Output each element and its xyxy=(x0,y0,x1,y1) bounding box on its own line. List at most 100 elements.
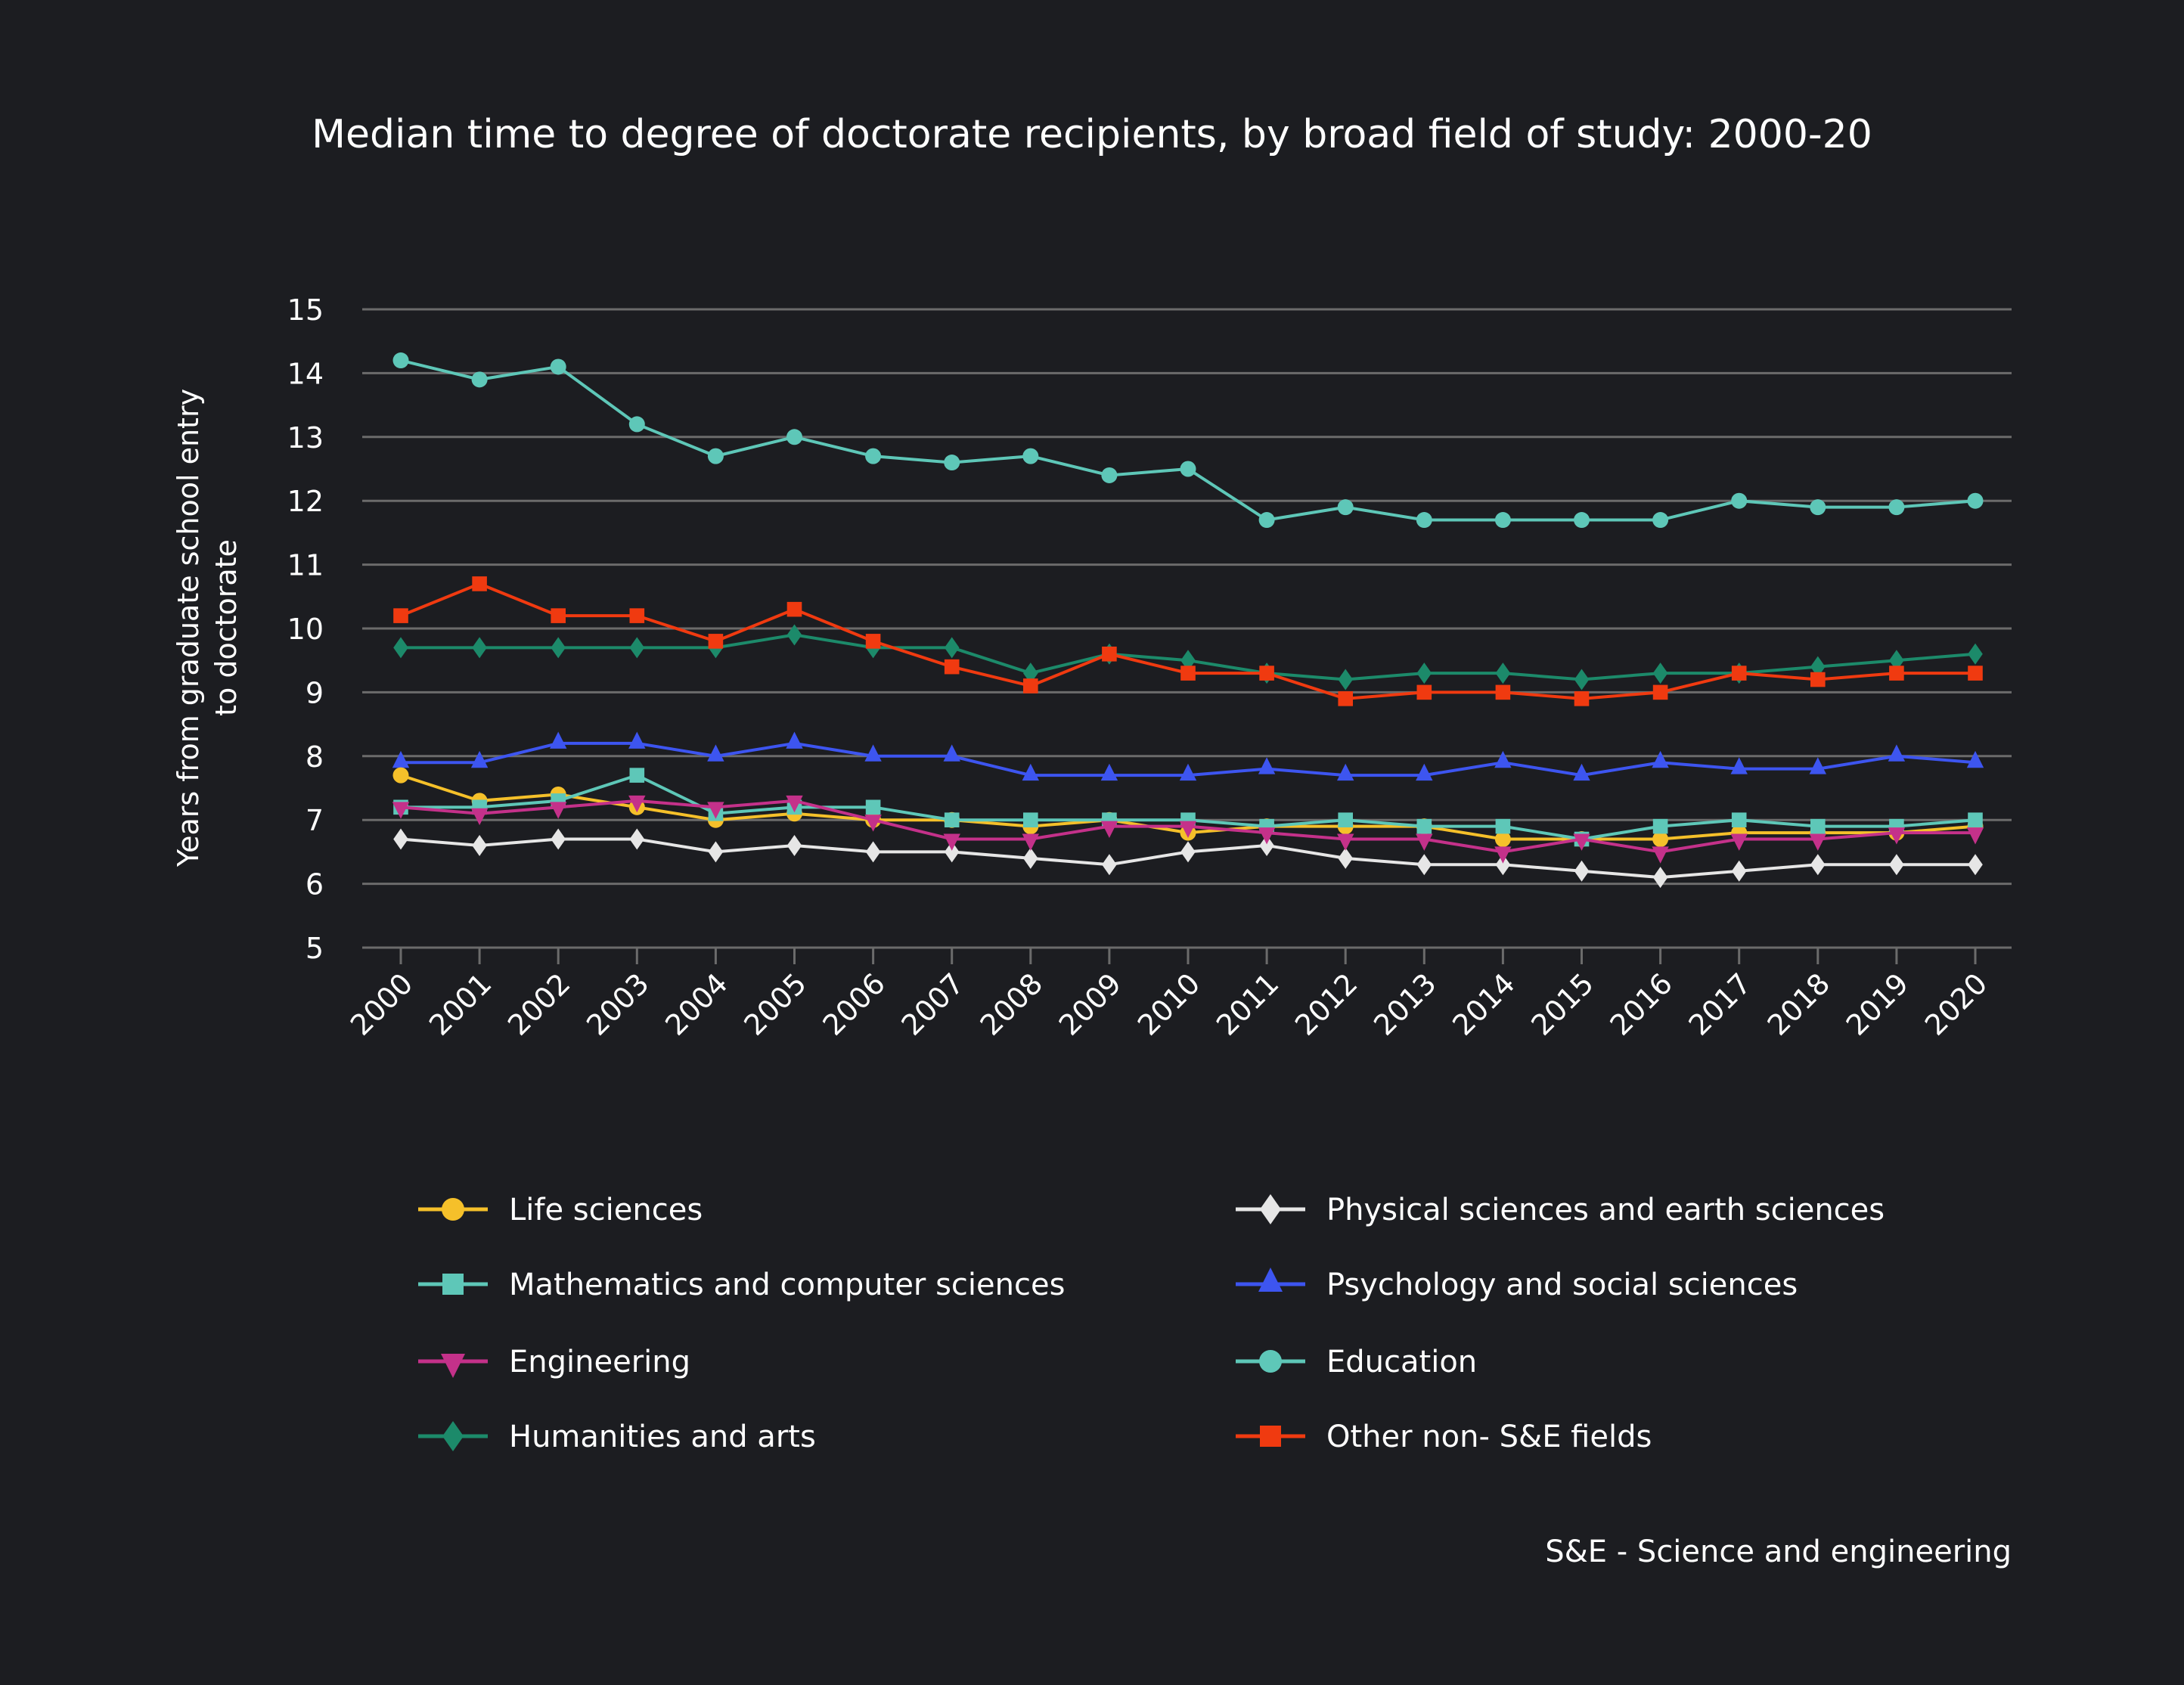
x-tick-label: 2006 xyxy=(816,967,892,1042)
data-point xyxy=(472,637,487,659)
data-point xyxy=(629,828,645,850)
legend-marker-icon xyxy=(1259,1350,1282,1373)
y-tick-label: 5 xyxy=(306,932,324,965)
data-point xyxy=(944,841,960,863)
data-point xyxy=(865,634,881,649)
x-tick-label: 2001 xyxy=(423,967,498,1042)
legend-marker-icon xyxy=(441,1354,465,1378)
data-point xyxy=(1338,847,1353,869)
data-point xyxy=(1100,763,1118,781)
data-point xyxy=(1652,818,1668,834)
x-tick-label: 2004 xyxy=(659,967,734,1042)
series-lines xyxy=(392,352,1984,889)
data-point xyxy=(943,744,960,762)
y-tick-label: 12 xyxy=(287,485,324,518)
data-point xyxy=(1574,669,1590,690)
data-point xyxy=(629,768,645,783)
data-point xyxy=(1416,684,1432,700)
data-point xyxy=(1022,833,1039,851)
data-point xyxy=(1652,831,1669,848)
data-point xyxy=(1573,763,1590,781)
data-point xyxy=(1810,854,1826,876)
data-point xyxy=(944,637,960,659)
data-point xyxy=(865,799,881,815)
data-point xyxy=(1023,678,1038,694)
data-point xyxy=(864,744,882,762)
data-point xyxy=(472,576,487,591)
data-point xyxy=(1731,666,1747,681)
y-tick-label: 10 xyxy=(287,613,324,646)
series-other-non-s-e-fields xyxy=(393,576,1983,706)
data-point xyxy=(550,802,567,819)
data-point xyxy=(1652,663,1668,684)
x-tick-label: 2011 xyxy=(1210,967,1286,1042)
data-point xyxy=(1495,818,1511,834)
data-point xyxy=(1652,867,1668,889)
y-tick-label: 11 xyxy=(287,549,324,582)
data-point xyxy=(1494,846,1512,864)
y-tick-label: 6 xyxy=(306,868,324,901)
data-point xyxy=(1179,763,1197,781)
legend-item: Education xyxy=(1236,1345,1477,1379)
data-point xyxy=(1180,461,1196,477)
data-point xyxy=(864,815,882,832)
data-point xyxy=(1652,846,1669,864)
data-point xyxy=(786,601,802,617)
legend-item: Mathematics and computer sciences xyxy=(418,1268,1065,1302)
y-tick-labels: 5 6 7 8 9 10 11 12 13 14 15 xyxy=(287,293,324,965)
x-tick-label: 2002 xyxy=(501,967,577,1042)
x-tick-label: 2000 xyxy=(344,967,420,1042)
data-point xyxy=(1810,499,1826,516)
data-point xyxy=(392,750,410,768)
data-point xyxy=(1494,750,1512,768)
data-point xyxy=(786,624,802,646)
series-psychology-and-social-sciences xyxy=(392,731,1984,781)
legend-label: Life sciences xyxy=(509,1193,703,1227)
data-point xyxy=(1337,499,1354,516)
data-point xyxy=(1258,757,1276,774)
legend-marker-icon xyxy=(442,1274,464,1295)
data-point xyxy=(1573,833,1590,851)
data-point xyxy=(1495,684,1511,700)
x-tick-label: 2007 xyxy=(895,967,971,1042)
data-point xyxy=(1023,847,1038,869)
data-point xyxy=(1100,821,1118,839)
data-point xyxy=(1338,812,1353,827)
data-point xyxy=(1967,492,1984,509)
data-point xyxy=(1337,763,1354,781)
legend-marker-icon xyxy=(1260,1426,1281,1447)
legend-label: Mathematics and computer sciences xyxy=(509,1268,1065,1302)
data-point xyxy=(1809,757,1826,774)
x-tick-label: 2008 xyxy=(974,967,1050,1042)
x-tick-label: 2015 xyxy=(1525,967,1600,1042)
data-point xyxy=(470,808,489,826)
data-point xyxy=(1416,854,1432,876)
data-point xyxy=(1180,841,1196,863)
data-point xyxy=(628,416,645,433)
legend-item: Other non- S&E fields xyxy=(1236,1420,1652,1454)
data-point xyxy=(393,608,408,623)
x-tick-label: 2018 xyxy=(1761,967,1837,1042)
data-point xyxy=(865,841,881,863)
legend: Life sciences Mathematics and computer sc… xyxy=(418,1193,1885,1454)
data-point xyxy=(943,833,960,851)
legend-item: Psychology and social sciences xyxy=(1236,1268,1798,1302)
data-point xyxy=(1023,812,1038,827)
data-point xyxy=(1180,650,1196,672)
y-axis-label-line-1: Years from graduate school entry xyxy=(172,389,205,867)
series-physical-sciences-and-earth-sciences xyxy=(393,828,1983,889)
data-point xyxy=(1494,512,1511,529)
series-education xyxy=(392,352,1984,529)
legend-label: Education xyxy=(1326,1345,1477,1379)
x-tick-label: 2005 xyxy=(737,967,813,1042)
x-tick-label: 2017 xyxy=(1683,967,1758,1042)
data-point xyxy=(1338,691,1353,706)
data-point xyxy=(1968,812,1983,827)
data-point xyxy=(1337,833,1354,851)
data-point xyxy=(1889,854,1904,876)
legend-marker-icon xyxy=(442,1421,464,1451)
x-tick-label: 2014 xyxy=(1446,967,1522,1042)
footnote: S&E - Science and engineering xyxy=(1545,1534,2012,1569)
data-point xyxy=(1731,492,1748,509)
data-point xyxy=(1731,860,1747,882)
